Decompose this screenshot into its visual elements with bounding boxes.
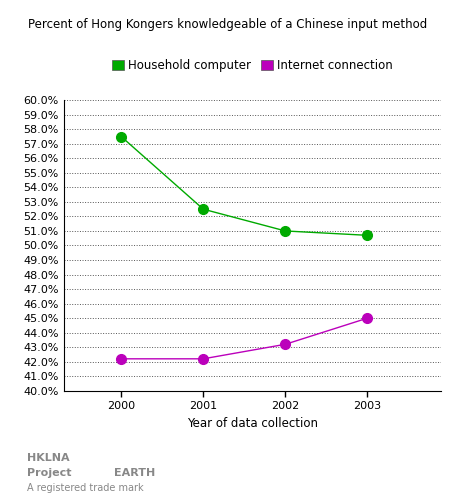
Text: HKLNA: HKLNA — [27, 453, 70, 463]
Text: EARTH: EARTH — [114, 468, 155, 478]
Legend: Household computer, Internet connection: Household computer, Internet connection — [110, 57, 395, 75]
Text: Percent of Hong Kongers knowledgeable of a Chinese input method: Percent of Hong Kongers knowledgeable of… — [28, 18, 427, 31]
X-axis label: Year of data collection: Year of data collection — [187, 417, 318, 430]
Text: A registered trade mark: A registered trade mark — [27, 483, 144, 493]
Text: Project: Project — [27, 468, 72, 478]
